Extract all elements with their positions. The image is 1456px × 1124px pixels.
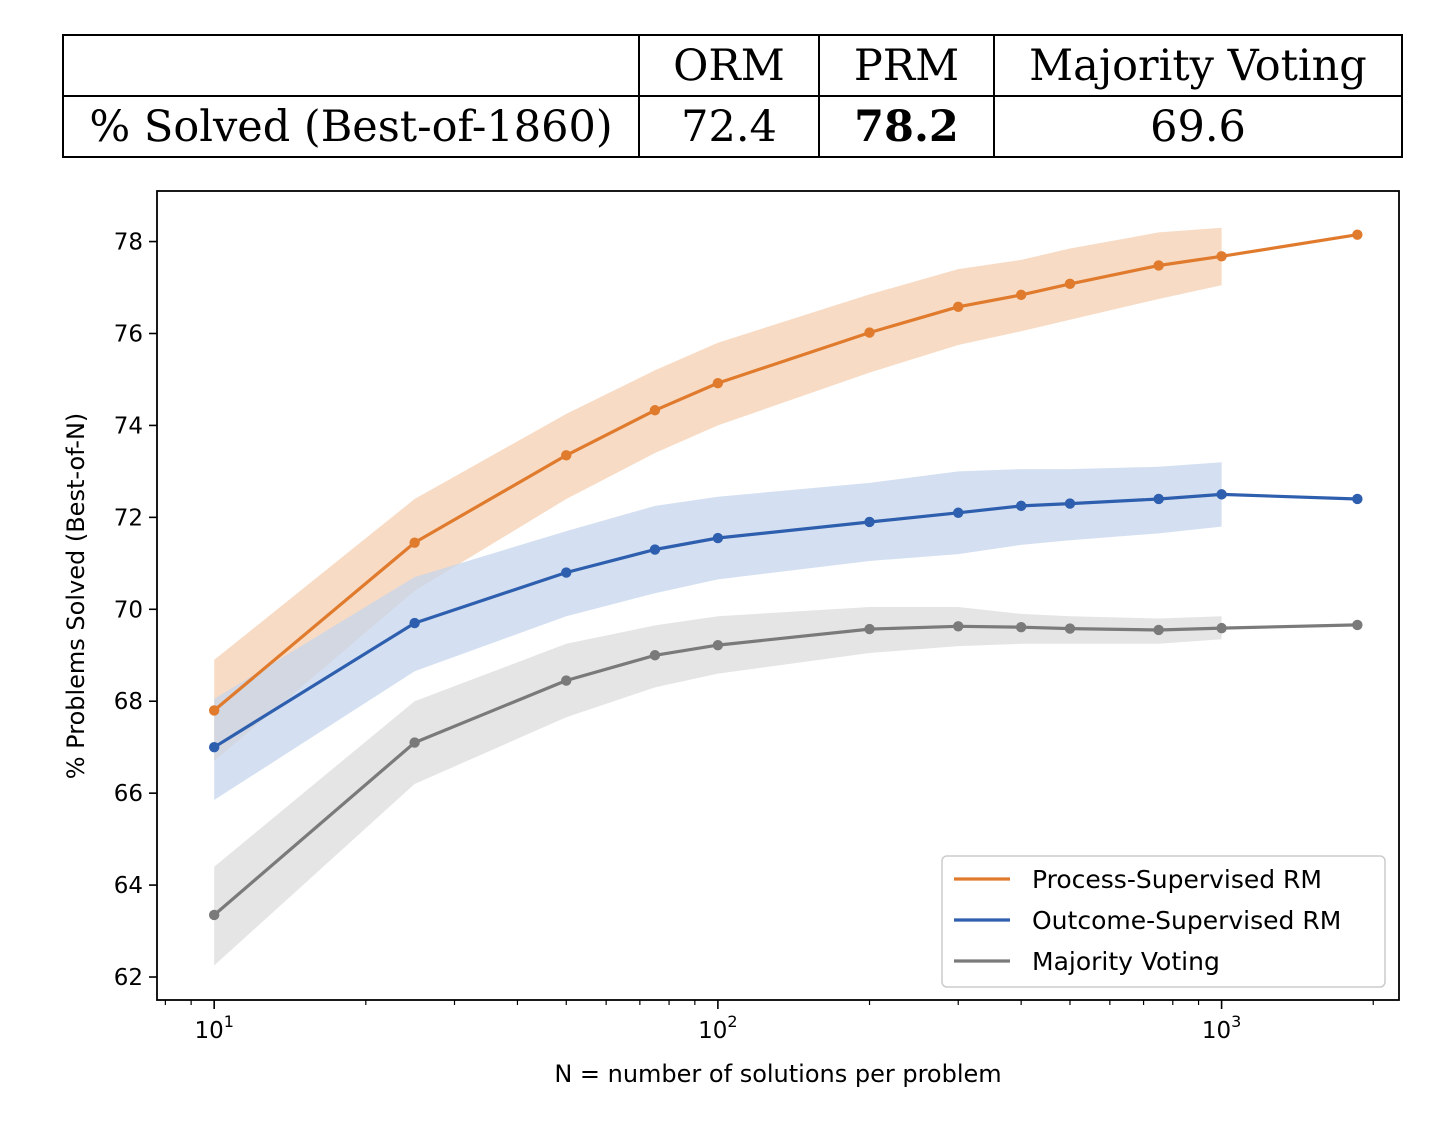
data-point bbox=[409, 737, 420, 748]
data-point bbox=[1216, 251, 1227, 262]
data-point bbox=[864, 623, 875, 635]
y-tick-label: 72 bbox=[114, 505, 143, 531]
x-tick-label: 101 bbox=[194, 1012, 233, 1044]
data-point bbox=[409, 537, 420, 548]
data-point bbox=[1015, 500, 1027, 512]
data-point bbox=[1352, 493, 1363, 505]
data-point bbox=[208, 705, 220, 716]
y-axis-label: % Problems Solved (Best-of-N) bbox=[62, 413, 90, 780]
data-point bbox=[208, 741, 220, 753]
data-point bbox=[649, 544, 661, 555]
x-tick-label: 102 bbox=[698, 1012, 737, 1044]
data-point bbox=[712, 532, 724, 544]
data-point bbox=[561, 450, 572, 461]
data-point bbox=[1153, 493, 1164, 505]
column-header-prm: PRM bbox=[818, 34, 995, 97]
confidence-bands bbox=[214, 227, 1222, 966]
data-point bbox=[864, 327, 875, 338]
y-tick-label: 70 bbox=[114, 597, 143, 623]
data-point bbox=[864, 516, 875, 528]
row-label: % Solved (Best-of-1860) bbox=[62, 95, 640, 158]
table-header-row: ORM PRM Majority Voting bbox=[62, 34, 1403, 97]
legend: Process-Supervised RM Outcome-Supervised … bbox=[941, 855, 1386, 988]
data-point bbox=[1064, 623, 1076, 634]
y-tick-label: 62 bbox=[114, 965, 143, 991]
data-point bbox=[1153, 260, 1164, 271]
value-orm: 72.4 bbox=[638, 95, 820, 158]
data-point bbox=[712, 639, 724, 651]
results-table: ORM PRM Majority Voting % Solved (Best-o… bbox=[62, 34, 1403, 158]
data-point bbox=[649, 405, 661, 416]
table-corner-cell bbox=[62, 34, 640, 97]
data-point bbox=[1216, 489, 1227, 500]
data-point bbox=[712, 377, 724, 389]
x-tick-label: 103 bbox=[1202, 1012, 1241, 1044]
band-2 bbox=[214, 607, 1222, 966]
y-tick-label: 64 bbox=[114, 873, 143, 899]
y-tick-label: 66 bbox=[114, 781, 143, 807]
y-tick-label: 78 bbox=[114, 230, 143, 256]
data-point bbox=[409, 617, 420, 629]
data-point bbox=[1015, 622, 1027, 633]
column-header-orm: ORM bbox=[638, 34, 820, 97]
data-point bbox=[561, 567, 572, 578]
data-point bbox=[561, 675, 572, 686]
legend-label-0: Process-Supervised RM bbox=[1032, 865, 1322, 894]
data-point bbox=[953, 621, 964, 632]
plot-frame bbox=[156, 190, 1400, 1001]
data-point bbox=[1015, 289, 1027, 301]
data-point bbox=[1064, 278, 1076, 290]
column-header-majority-voting: Majority Voting bbox=[993, 34, 1403, 97]
legend-box bbox=[941, 855, 1386, 988]
data-point bbox=[649, 650, 661, 661]
series-line-0 bbox=[213, 233, 1358, 712]
band-1 bbox=[214, 462, 1222, 800]
data-point bbox=[1216, 622, 1227, 634]
data-point bbox=[1153, 624, 1164, 636]
data-point bbox=[1352, 619, 1363, 631]
y-tick-label: 68 bbox=[114, 689, 143, 715]
value-prm: 78.2 bbox=[818, 95, 995, 158]
legend-label-2: Majority Voting bbox=[1032, 947, 1220, 976]
series-line-2 bbox=[213, 623, 1358, 917]
value-majority-voting: 69.6 bbox=[993, 95, 1403, 158]
axes: 62 64 66 68 70 72 74 76 78 101 102 103 bbox=[114, 190, 1400, 1044]
legend-label-1: Outcome-Supervised RM bbox=[1032, 906, 1341, 935]
data-point bbox=[953, 507, 964, 518]
y-tick-label: 76 bbox=[114, 321, 143, 347]
x-axis-label: N = number of solutions per problem bbox=[554, 1060, 1001, 1088]
data-point bbox=[1352, 229, 1363, 240]
series-line-1 bbox=[213, 492, 1358, 749]
data-point bbox=[1064, 498, 1076, 509]
data-point bbox=[953, 301, 964, 313]
band-0 bbox=[214, 227, 1222, 762]
y-tick-label: 74 bbox=[114, 413, 143, 439]
data-point bbox=[208, 909, 220, 921]
series-lines bbox=[208, 229, 1363, 921]
table-row: % Solved (Best-of-1860) 72.4 78.2 69.6 bbox=[62, 95, 1403, 158]
